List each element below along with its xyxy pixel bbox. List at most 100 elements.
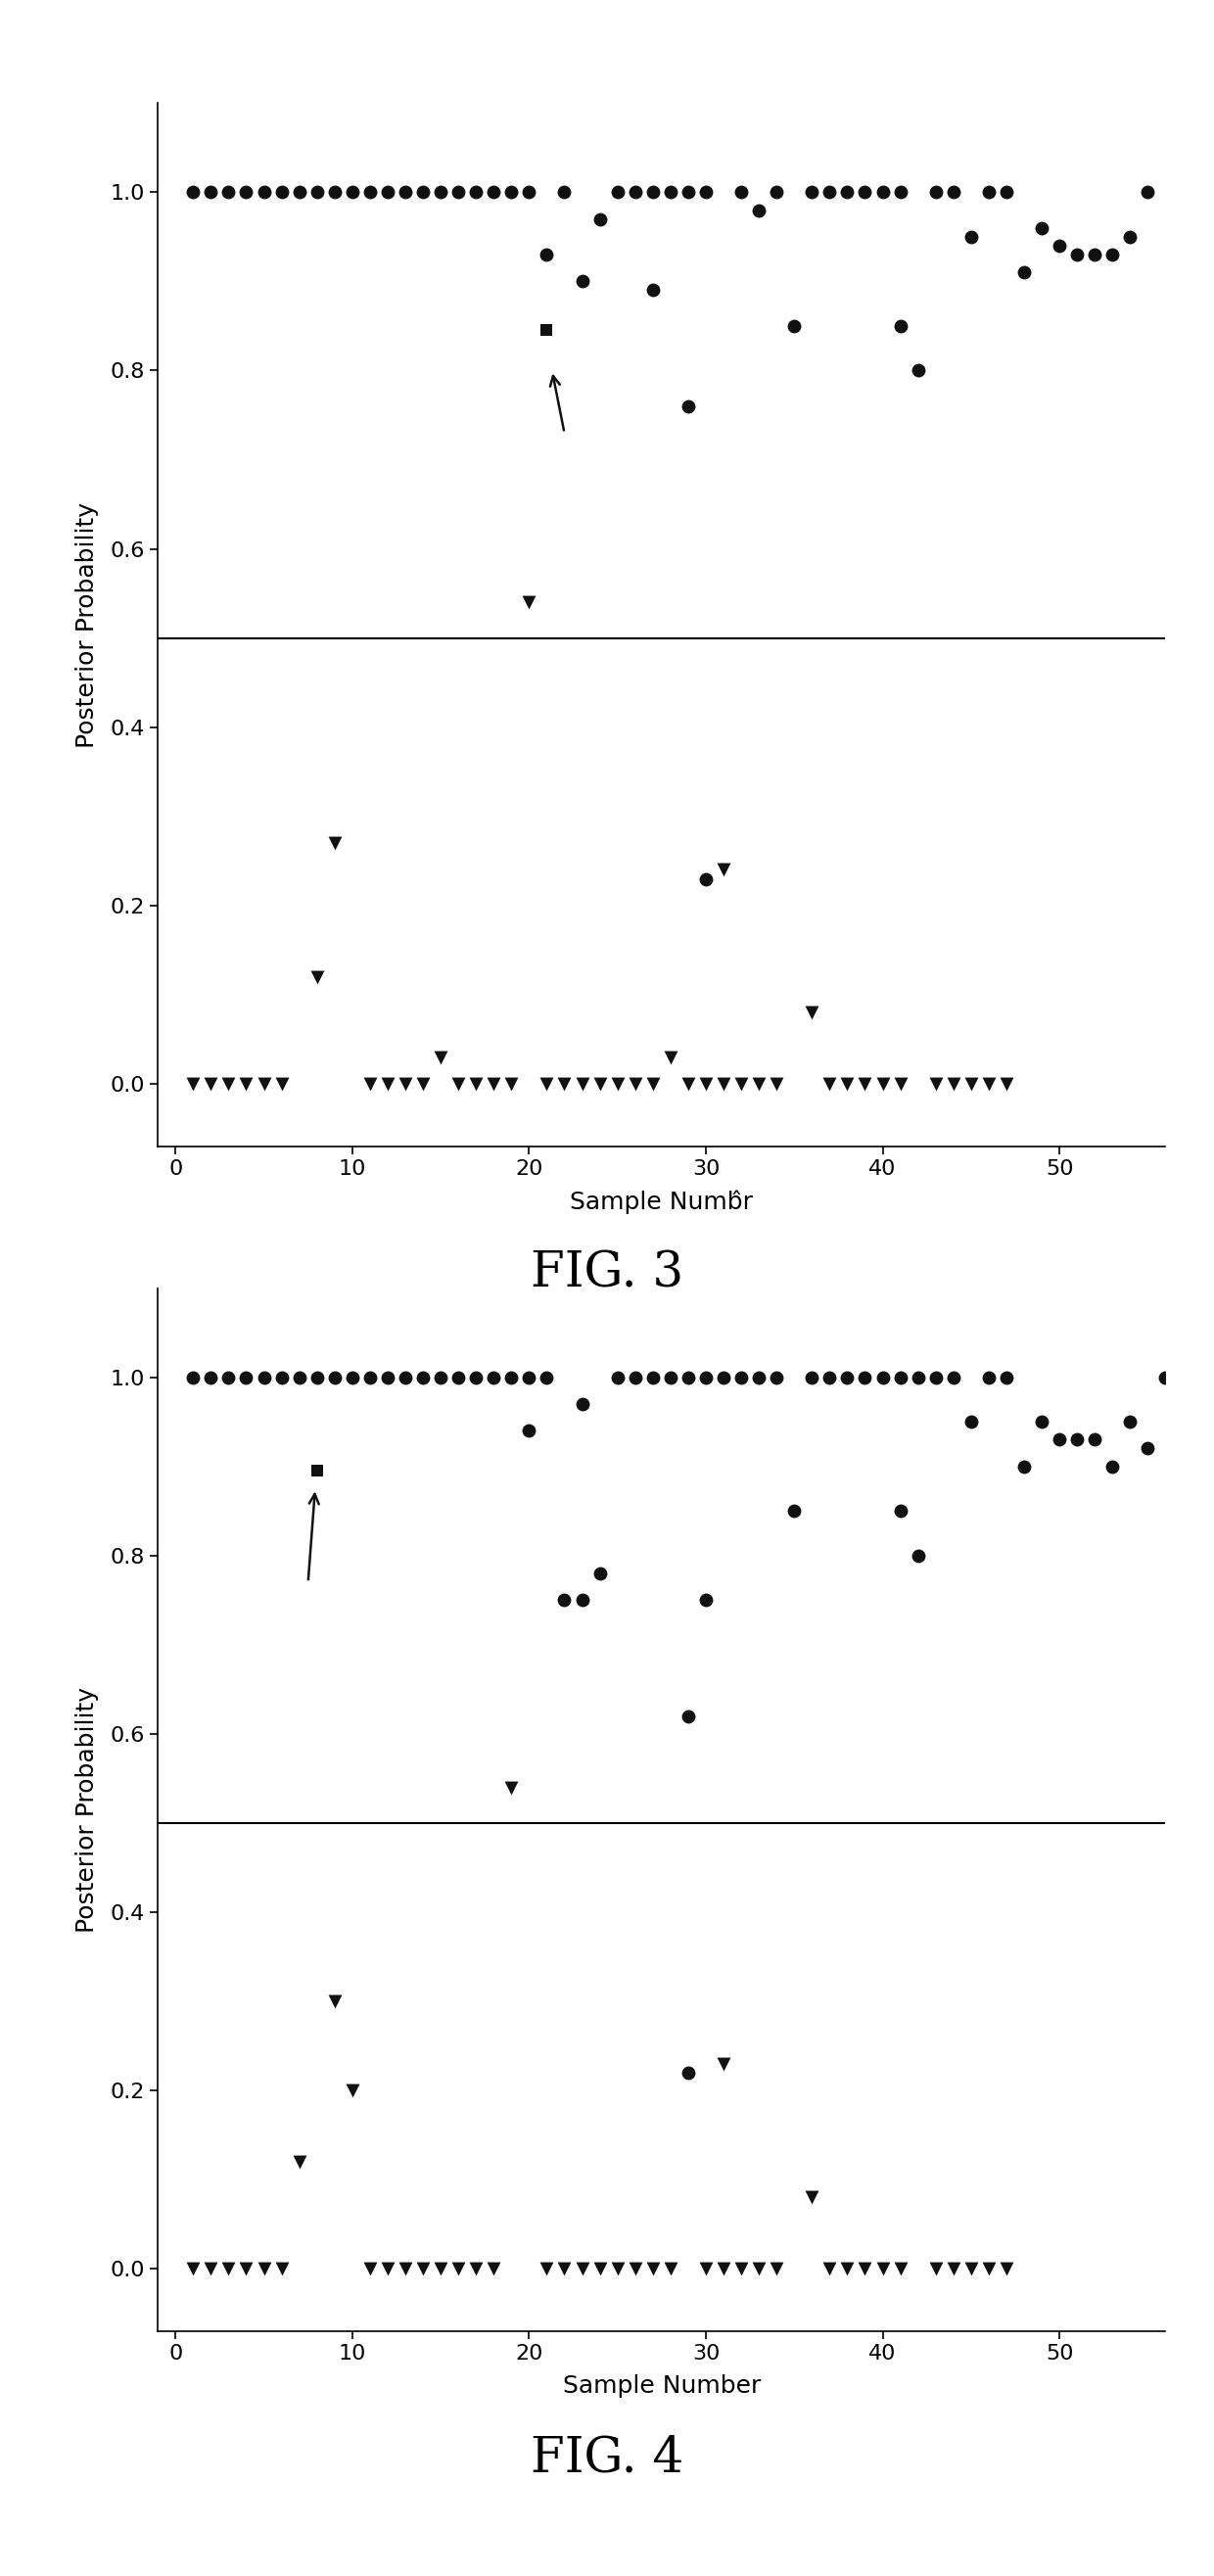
Point [555, 1064, 574, 1105]
Point [679, 1358, 698, 1399]
Point [608, 173, 628, 214]
Point [961, 216, 981, 258]
Point [396, 1358, 415, 1399]
Point [679, 2053, 698, 2094]
Point [272, 173, 291, 214]
Point [1032, 1401, 1051, 1443]
Point [873, 1064, 892, 1105]
Point [183, 1358, 203, 1399]
Point [272, 1358, 291, 1399]
Point [802, 1358, 822, 1399]
Point [449, 1358, 469, 1399]
Point [501, 1064, 521, 1105]
Point [590, 2249, 609, 2290]
Point [749, 2249, 768, 2290]
Point [943, 1064, 963, 1105]
Point [767, 2249, 787, 2290]
Point [413, 2249, 432, 2290]
Point [202, 173, 221, 214]
Point [307, 173, 327, 214]
Point [660, 1358, 680, 1399]
Point [802, 2177, 822, 2218]
Point [378, 173, 397, 214]
Point [891, 307, 910, 348]
Point [625, 1064, 645, 1105]
Point [520, 173, 539, 214]
Point [254, 2249, 273, 2290]
Point [466, 173, 486, 214]
Point [325, 173, 345, 214]
Point [202, 2249, 221, 2290]
Point [819, 1358, 839, 1399]
Point [572, 260, 591, 301]
Point [714, 1358, 733, 1399]
Point [978, 1064, 998, 1105]
Point [572, 1383, 591, 1425]
Point [449, 173, 469, 214]
Point [978, 2249, 998, 2290]
Point [643, 1064, 663, 1105]
Point [1138, 1427, 1157, 1468]
Point [660, 2249, 680, 2290]
Point [413, 173, 432, 214]
Point [537, 1064, 556, 1105]
Point [767, 1358, 787, 1399]
Point [537, 309, 556, 350]
Point [361, 2249, 380, 2290]
Point [237, 1064, 256, 1105]
Point [361, 173, 380, 214]
Point [997, 1064, 1016, 1105]
Point [378, 2249, 397, 2290]
Point [431, 1358, 450, 1399]
Point [802, 173, 822, 214]
Point [1032, 206, 1051, 247]
Point [484, 173, 504, 214]
Point [838, 173, 857, 214]
Point [219, 1064, 238, 1105]
Point [732, 1358, 751, 1399]
Point [254, 1064, 273, 1105]
Point [325, 822, 345, 863]
Point [873, 1358, 892, 1399]
Point [819, 173, 839, 214]
Point [608, 2249, 628, 2290]
X-axis label: Sample Numb̂r: Sample Numb̂r [571, 1190, 753, 1213]
Point [501, 1767, 521, 1808]
Point [660, 1036, 680, 1077]
Point [926, 2249, 946, 2290]
Point [342, 173, 362, 214]
Point [307, 1358, 327, 1399]
Point [202, 1064, 221, 1105]
Point [714, 2249, 733, 2290]
Point [643, 1358, 663, 1399]
Point [396, 1064, 415, 1105]
Point [413, 1358, 432, 1399]
Point [466, 1358, 486, 1399]
Point [396, 2249, 415, 2290]
Point [431, 2249, 450, 2290]
Point [767, 1064, 787, 1105]
Point [325, 1981, 345, 2022]
Point [891, 1492, 910, 1533]
Point [873, 2249, 892, 2290]
Point [732, 173, 751, 214]
Point [396, 173, 415, 214]
Point [272, 1064, 291, 1105]
Point [855, 173, 874, 214]
Point [961, 1064, 981, 1105]
Point [289, 2141, 308, 2182]
Point [696, 858, 715, 899]
Point [978, 1358, 998, 1399]
Point [961, 1401, 981, 1443]
Point [838, 2249, 857, 2290]
Point [696, 2249, 715, 2290]
Point [289, 173, 308, 214]
Point [237, 173, 256, 214]
Point [625, 173, 645, 214]
Point [732, 1064, 751, 1105]
Point [520, 1358, 539, 1399]
Point [696, 1579, 715, 1620]
Point [696, 1358, 715, 1399]
Point [590, 198, 609, 240]
Point [714, 2043, 733, 2084]
